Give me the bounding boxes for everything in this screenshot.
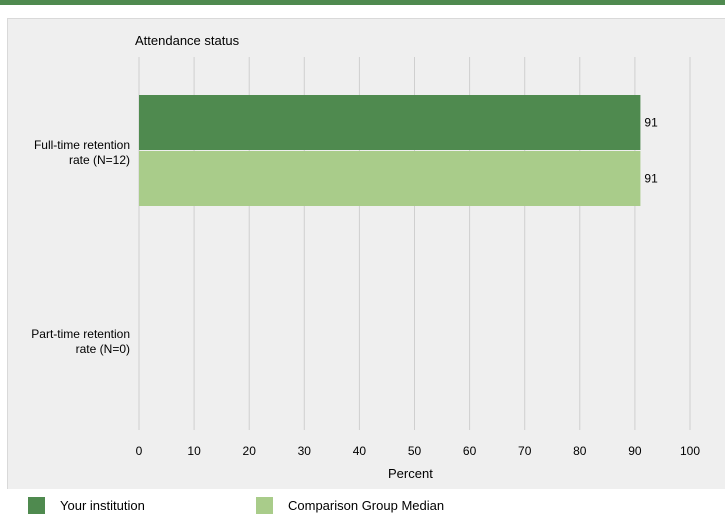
x-tick-label: 100 — [680, 444, 700, 458]
x-tick-label: 40 — [353, 444, 367, 458]
bar — [139, 151, 641, 206]
x-tick-label: 20 — [243, 444, 257, 458]
category-label-line: Part-time retention — [31, 327, 130, 341]
x-tick-label: 90 — [628, 444, 642, 458]
legend-swatch-comparison-median — [256, 497, 273, 514]
legend — [0, 492, 725, 514]
bar-value-label: 91 — [644, 172, 658, 186]
bar — [139, 95, 641, 150]
x-tick-label: 60 — [463, 444, 477, 458]
bar-value-label: 91 — [644, 116, 658, 130]
legend-swatch-your-institution — [28, 497, 45, 514]
legend-label-your-institution: Your institution — [60, 498, 145, 513]
category-label-line: Full-time retention — [33, 138, 130, 152]
legend-label-comparison-median: Comparison Group Median — [288, 498, 445, 513]
x-tick-label: 0 — [136, 444, 143, 458]
top-accent-rule — [0, 0, 725, 5]
x-tick-label: 30 — [298, 444, 312, 458]
chart-title: Attendance status — [135, 33, 240, 48]
category-label-line: rate (N=12) — [68, 153, 130, 167]
category-label-full-time: Full-time retention rate (N=12) — [0, 138, 130, 168]
legend-item-your-institution: Your institution — [28, 497, 145, 514]
x-tick-label: 80 — [573, 444, 587, 458]
x-tick-label: 50 — [408, 444, 422, 458]
x-tick-label: 70 — [518, 444, 532, 458]
x-axis-label: Percent — [388, 466, 433, 481]
x-tick-label: 10 — [187, 444, 201, 458]
category-label-line: rate (N=0) — [75, 342, 130, 356]
legend-item-comparison-median: Comparison Group Median — [256, 497, 444, 514]
category-label-part-time: Part-time retention rate (N=0) — [0, 327, 130, 357]
